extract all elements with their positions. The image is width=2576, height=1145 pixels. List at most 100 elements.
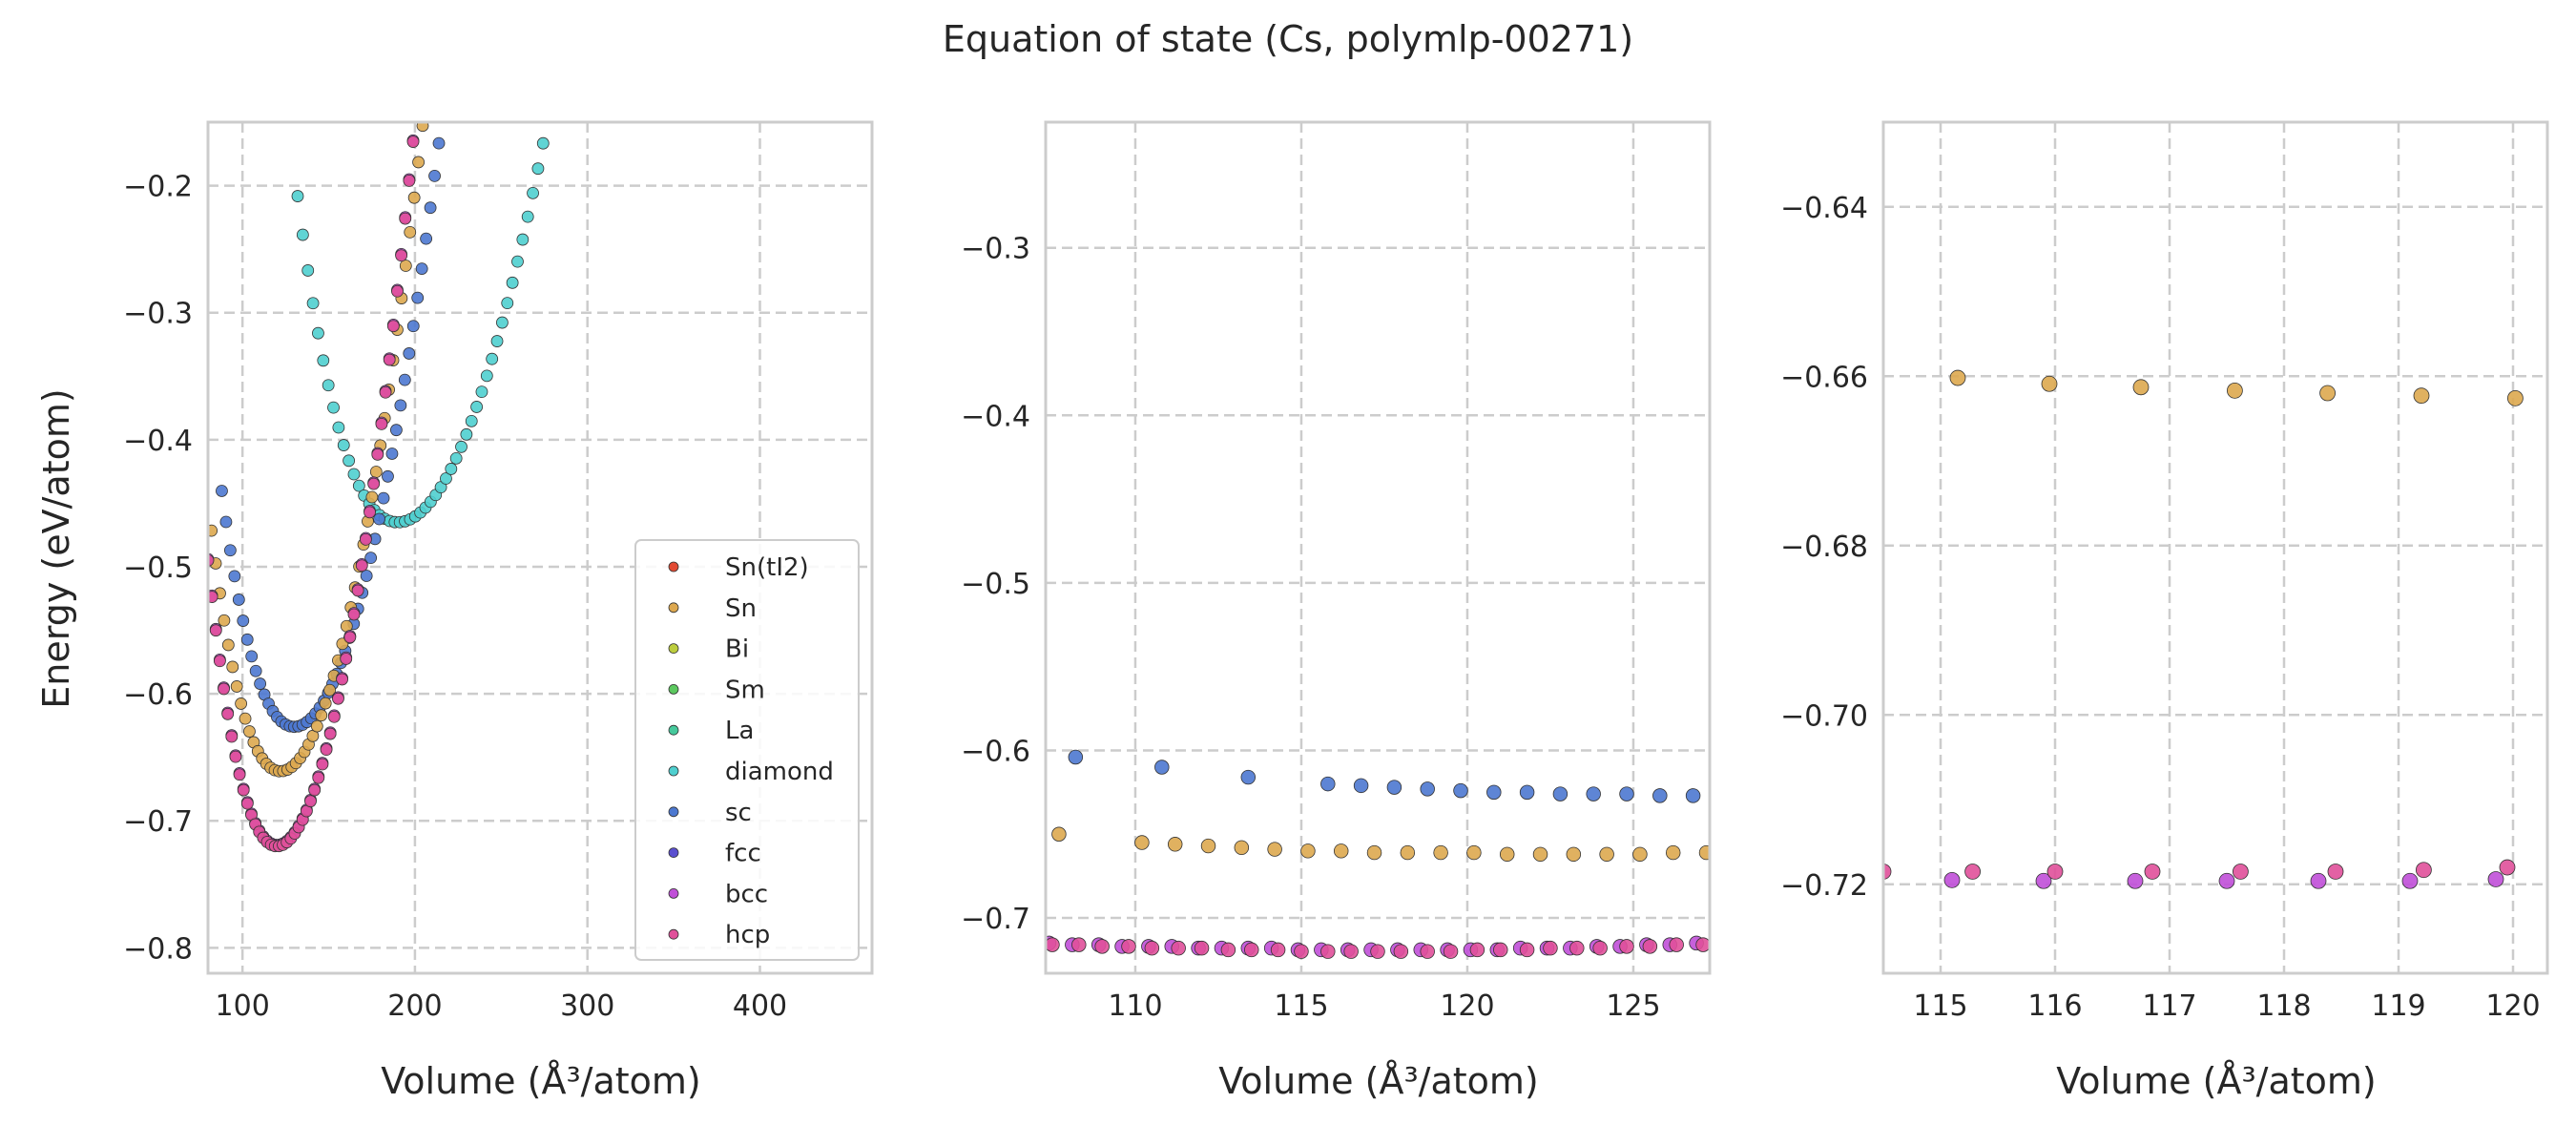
- data-point-hcp: [347, 608, 361, 621]
- data-point-Sn: [226, 660, 239, 674]
- y-tick-label: −0.66: [1780, 361, 1868, 394]
- plot-frame: [1044, 120, 1712, 975]
- data-point-hcp: [1370, 944, 1385, 959]
- data-point-Sn: [1134, 835, 1150, 850]
- figure-title: Equation of state (Cs, polymlp-00271): [943, 18, 1633, 60]
- data-point-diamond: [352, 479, 365, 492]
- data-point-hcp: [383, 353, 396, 366]
- series-hcp: [1046, 937, 1710, 959]
- data-point-Sn: [323, 683, 337, 697]
- y-tick-label: −0.68: [1780, 531, 1868, 564]
- series-diamond: [291, 29, 570, 529]
- x-tick-label: 125: [1606, 989, 1660, 1023]
- data-point-diamond: [332, 421, 345, 434]
- data-point-diamond: [301, 264, 315, 277]
- data-point-Sn: [1599, 846, 1614, 863]
- data-point-sc: [216, 485, 228, 497]
- data-point-hcp: [343, 631, 357, 644]
- legend-item: Sn(tI2): [668, 553, 809, 582]
- data-point-sc: [424, 201, 437, 215]
- legend-marker: [668, 765, 679, 777]
- data-point-bcc: [2218, 872, 2235, 889]
- data-point-Sn: [1167, 837, 1183, 852]
- data-point-Sn: [2413, 387, 2430, 405]
- data-point-Sn: [319, 697, 332, 710]
- data-point-hcp: [2232, 864, 2249, 880]
- data-point-sc: [437, 104, 448, 115]
- series-hcp: [208, 55, 426, 853]
- legend-marker: [668, 602, 679, 614]
- data-point-hcp: [323, 727, 337, 740]
- data-point-hcp: [1519, 942, 1535, 958]
- data-point-sc: [1386, 780, 1402, 795]
- data-point-Sn: [1532, 846, 1548, 863]
- legend-label: fcc: [725, 840, 761, 868]
- data-point-Sn: [407, 191, 421, 204]
- legend-label: Sn: [725, 594, 757, 623]
- x-axis-label-panel-1: Volume (Å³/atom): [381, 1060, 701, 1102]
- legend-label: hcp: [725, 921, 770, 949]
- data-point-Sn: [416, 122, 429, 133]
- legend-item: Sn: [668, 594, 757, 623]
- series-Sn: [1051, 826, 1710, 863]
- data-point-diamond: [440, 472, 452, 485]
- data-point-Sn: [243, 725, 256, 738]
- data-point-hcp: [1964, 864, 1982, 880]
- legend-box: [634, 539, 860, 961]
- data-point-sc: [360, 570, 373, 582]
- data-point-Sn: [1267, 842, 1282, 857]
- y-tick-label: −0.3: [123, 298, 193, 331]
- data-point-diamond: [490, 335, 504, 347]
- x-tick-label: 119: [2371, 989, 2425, 1023]
- data-point-sc: [377, 491, 390, 505]
- data-point-sc: [415, 262, 428, 276]
- data-point-hcp: [391, 284, 404, 298]
- data-point-hcp: [214, 655, 226, 668]
- legend-label: Bi: [725, 635, 749, 664]
- data-point-sc: [411, 291, 425, 304]
- data-point-diamond: [501, 297, 514, 310]
- data-point-sc: [245, 650, 259, 663]
- data-point-sc: [446, 34, 457, 46]
- x-tick-label: 120: [2485, 989, 2540, 1023]
- data-point-sc: [428, 169, 441, 182]
- data-point-hcp: [1393, 944, 1409, 959]
- data-point-hcp: [336, 673, 348, 686]
- data-point-hcp: [1543, 940, 1558, 956]
- data-point-Sn: [1333, 843, 1349, 859]
- legend-marker: [668, 684, 679, 695]
- data-point-diamond: [527, 186, 539, 199]
- data-point-Sn: [1433, 844, 1448, 861]
- data-point-diamond: [475, 385, 488, 399]
- data-point-sc: [389, 424, 403, 437]
- data-point-hcp: [2415, 862, 2432, 879]
- data-point-diamond: [558, 29, 570, 40]
- legend-label: Sn(tI2): [725, 553, 809, 582]
- data-point-sc: [1320, 776, 1336, 792]
- data-point-sc: [249, 664, 262, 677]
- legend-item: Bi: [668, 635, 749, 664]
- data-point-diamond: [312, 326, 324, 340]
- data-point-hcp: [233, 768, 246, 781]
- data-point-hcp: [415, 55, 426, 67]
- data-point-hcp: [1121, 939, 1136, 954]
- x-tick-label: 115: [1913, 989, 1967, 1023]
- data-point-sc: [382, 469, 394, 483]
- data-point-diamond: [465, 414, 478, 427]
- data-point-Sn: [1466, 844, 1482, 861]
- y-tick-label: −0.6: [961, 735, 1030, 768]
- data-point-hcp: [371, 448, 384, 461]
- x-tick-label: 117: [2142, 989, 2196, 1023]
- data-point-Sn: [2319, 385, 2337, 402]
- data-point-Sn: [239, 712, 252, 725]
- legend-marker: [668, 724, 679, 736]
- data-point-hcp: [225, 730, 239, 743]
- data-point-Sn: [218, 614, 231, 627]
- data-point-hcp: [399, 212, 412, 225]
- series-hcp: [1883, 859, 2516, 880]
- y-tick-label: −0.6: [123, 678, 193, 712]
- data-point-diamond: [317, 354, 330, 367]
- data-point-hcp: [2327, 864, 2344, 880]
- x-axis-label-panel-3: Volume (Å³/atom): [2056, 1060, 2377, 1102]
- y-axis-label: Energy (eV/atom): [35, 388, 77, 708]
